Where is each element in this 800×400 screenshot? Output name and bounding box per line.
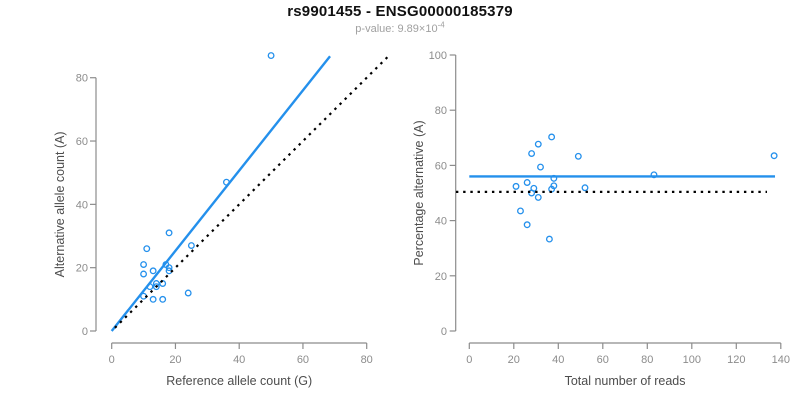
x-tick-label: 80: [361, 354, 373, 366]
data-point: [165, 264, 173, 272]
y-tick-label: 20: [76, 263, 88, 275]
x-axis-title: Total number of reads: [565, 374, 686, 388]
x-tick-label: 20: [508, 354, 520, 366]
data-point: [523, 179, 531, 186]
x-tick-label: 20: [169, 354, 181, 366]
pvalue-label: p-value: 9.89×10: [355, 23, 438, 35]
data-point: [143, 245, 151, 253]
y-axis-title: Percentage alternative (A): [412, 120, 426, 265]
data-point: [534, 193, 542, 201]
x-tick-label: 60: [297, 354, 309, 366]
y-tick-label: 60: [435, 160, 447, 172]
data-point: [530, 184, 538, 192]
data-point: [574, 152, 582, 160]
data-point: [528, 150, 536, 157]
x-tick-label: 140: [772, 354, 790, 366]
data-point: [267, 52, 275, 60]
fit-line: [110, 55, 331, 332]
plot-reads-vs-percentage: 0 20 40 60 80 100 0 20 40 60 80 100 120 140 Total numb…: [412, 50, 790, 388]
y-tick-label: 80: [435, 105, 447, 117]
y-tick-label: 20: [435, 271, 447, 283]
x-tick-label: 0: [109, 354, 115, 366]
y-tick-label: 100: [429, 50, 447, 62]
identity-line: [114, 53, 392, 329]
pvalue-exponent: -4: [437, 20, 445, 30]
data-point: [523, 221, 531, 229]
data-point: [512, 182, 520, 190]
figure-subtitle: p-value: 9.89×10-4: [0, 20, 800, 35]
data-point: [149, 295, 157, 303]
figure-title: rs9901455 - ENSG00000185379: [287, 3, 513, 20]
data-point: [187, 242, 195, 249]
data-point: [152, 283, 160, 291]
x-tick-label: 120: [727, 354, 745, 366]
data-point: [770, 152, 778, 160]
data-point: [517, 207, 524, 215]
data-point: [548, 133, 556, 141]
x-tick-label: 40: [233, 354, 245, 366]
data-point: [159, 295, 167, 303]
y-tick-label: 80: [76, 73, 88, 85]
y-tick-label: 0: [441, 326, 447, 338]
x-tick-label: 60: [597, 354, 609, 366]
x-tick-label: 100: [683, 354, 701, 366]
y-tick-label: 40: [435, 216, 447, 228]
data-point: [537, 163, 544, 171]
x-tick-label: 0: [466, 354, 472, 366]
x-tick-label: 40: [552, 354, 564, 366]
data-point: [140, 261, 148, 268]
data-point: [165, 229, 173, 237]
data-point: [140, 270, 148, 278]
data-point: [545, 235, 553, 243]
y-tick-label: 40: [76, 199, 88, 211]
data-point: [581, 184, 589, 192]
data-point: [534, 140, 542, 148]
y-tick-label: 0: [82, 326, 88, 338]
x-tick-label: 80: [641, 354, 653, 366]
y-tick-label: 60: [76, 136, 88, 148]
x-axis-title: Reference allele count (G): [166, 374, 312, 388]
data-point: [149, 267, 157, 275]
plot-ref-vs-alt: 0 20 40 60 80 0 20 40 60 80 Reference allele count…: [53, 52, 392, 388]
y-axis-title: Alternative allele count (A): [53, 131, 67, 277]
data-point: [184, 289, 192, 297]
